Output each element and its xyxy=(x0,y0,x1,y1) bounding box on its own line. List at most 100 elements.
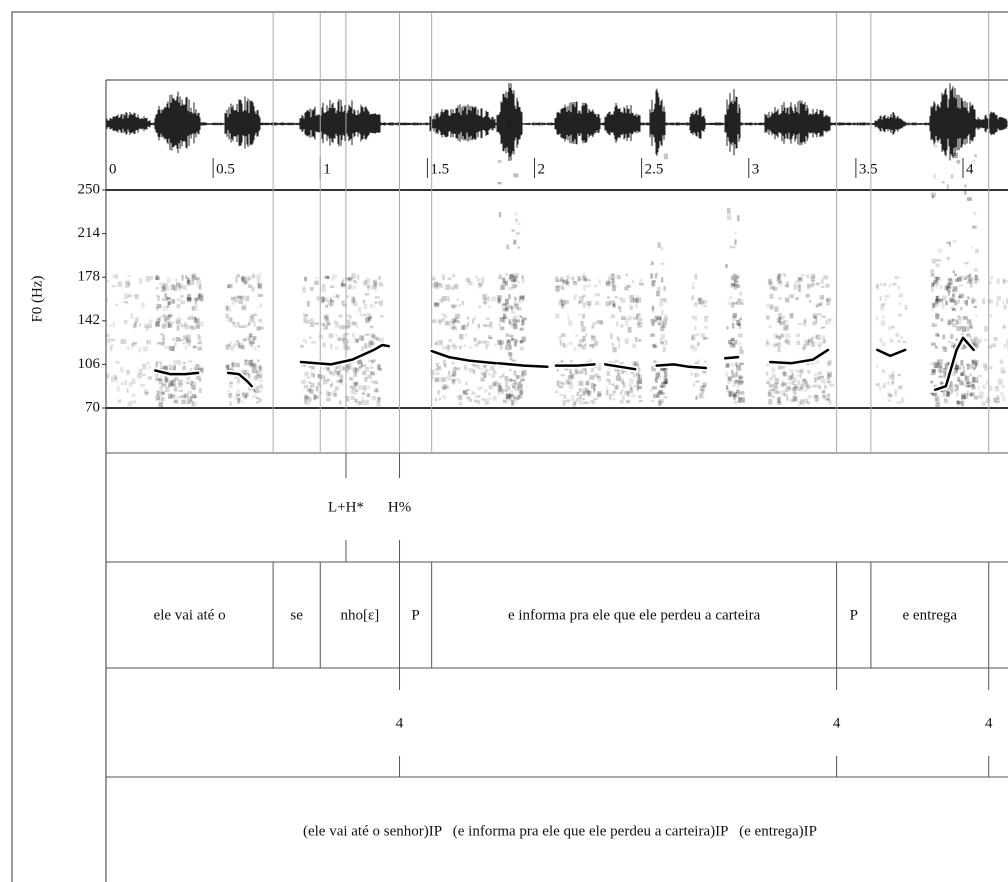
spectrogram xyxy=(799,369,803,374)
spectrogram xyxy=(581,326,586,332)
spectrogram xyxy=(191,393,197,399)
spectrogram xyxy=(567,381,570,384)
spectrogram xyxy=(511,338,516,342)
spectrogram xyxy=(169,323,173,327)
spectrogram xyxy=(825,319,828,325)
spectrogram xyxy=(775,334,779,338)
spectrogram xyxy=(657,242,661,248)
spectrogram xyxy=(825,283,830,288)
spectrogram xyxy=(972,384,977,391)
spectrogram xyxy=(996,295,1001,301)
spectrogram xyxy=(226,284,231,289)
spectrogram xyxy=(634,373,639,377)
spectrogram xyxy=(772,285,776,291)
spectrogram xyxy=(730,342,734,346)
spectrogram xyxy=(954,384,959,388)
spectrogram xyxy=(768,399,773,405)
spectrogram xyxy=(731,282,735,287)
spectrogram xyxy=(650,399,656,403)
spectrogram xyxy=(771,367,776,372)
spectrogram xyxy=(247,359,253,366)
spectrogram xyxy=(936,280,940,287)
spectrogram xyxy=(452,371,457,377)
spectrogram xyxy=(348,276,353,280)
x-tick-label: 1.5 xyxy=(430,161,449,177)
spectrogram xyxy=(464,367,468,371)
spectrogram xyxy=(950,386,954,392)
spectrogram xyxy=(635,298,639,304)
spectrogram xyxy=(374,301,377,304)
spectrogram xyxy=(341,366,346,371)
spectrogram xyxy=(628,384,633,387)
spectrogram xyxy=(251,394,257,399)
spectrogram xyxy=(732,313,737,319)
spectrogram xyxy=(330,302,333,308)
spectrogram xyxy=(962,343,967,350)
spectrogram xyxy=(331,277,334,282)
spectrogram xyxy=(454,319,458,322)
spectrogram xyxy=(934,301,939,307)
spectrogram xyxy=(461,300,464,305)
spectrogram xyxy=(249,359,254,363)
spectrogram xyxy=(802,378,806,382)
spectrogram xyxy=(617,368,621,372)
spectrogram xyxy=(591,336,597,340)
spectrogram xyxy=(473,315,477,321)
spectrogram xyxy=(881,369,885,374)
spectrogram xyxy=(657,322,661,326)
spectrogram xyxy=(482,294,487,300)
spectrogram xyxy=(792,386,797,393)
spectrogram xyxy=(698,298,701,305)
spectrogram xyxy=(967,197,972,201)
spectrogram xyxy=(164,377,168,383)
spectrogram xyxy=(704,326,708,329)
spectrogram xyxy=(314,280,319,285)
spectrogram xyxy=(497,382,501,389)
spectrogram xyxy=(374,282,378,288)
spectrogram xyxy=(497,182,502,185)
spectrogram xyxy=(179,339,184,342)
x-tick-label: 2.5 xyxy=(645,161,664,177)
spectrogram xyxy=(968,277,972,283)
spectrogram xyxy=(489,336,493,340)
spectrogram xyxy=(497,275,502,280)
spectrogram xyxy=(446,376,452,381)
spectrogram xyxy=(606,378,611,382)
spectrogram xyxy=(369,315,373,320)
spectrogram xyxy=(106,373,110,379)
spectrogram xyxy=(500,340,505,345)
spectrogram xyxy=(237,342,243,349)
break-label: 4 xyxy=(833,715,841,731)
spectrogram xyxy=(334,366,338,372)
spectrogram xyxy=(228,283,233,289)
spectrogram xyxy=(497,295,502,299)
spectrogram xyxy=(591,343,595,349)
spectrogram xyxy=(247,323,250,326)
spectrogram xyxy=(798,277,802,281)
spectrogram xyxy=(138,368,143,374)
spectrogram xyxy=(434,377,437,382)
spectrogram xyxy=(792,396,798,402)
spectrogram xyxy=(356,359,361,364)
spectrogram xyxy=(521,369,527,376)
spectrogram xyxy=(199,294,204,301)
spectrogram xyxy=(599,320,604,323)
spectrogram xyxy=(127,282,131,287)
spectrogram xyxy=(452,372,456,377)
spectrogram xyxy=(982,298,986,305)
outer-frame xyxy=(11,11,1008,882)
spectrogram xyxy=(939,381,945,386)
spectrogram xyxy=(106,333,110,338)
spectrogram xyxy=(956,160,961,164)
spectrogram xyxy=(351,296,355,301)
spectrogram xyxy=(342,278,345,282)
spectrogram xyxy=(778,396,781,399)
word-label: ele vai até o xyxy=(154,607,226,623)
spectrogram xyxy=(505,380,509,387)
spectrogram xyxy=(155,378,159,381)
spectrogram xyxy=(778,273,783,277)
spectrogram xyxy=(253,389,256,392)
spectrogram xyxy=(695,396,698,400)
spectrogram xyxy=(965,300,968,306)
spectrogram xyxy=(310,374,316,378)
